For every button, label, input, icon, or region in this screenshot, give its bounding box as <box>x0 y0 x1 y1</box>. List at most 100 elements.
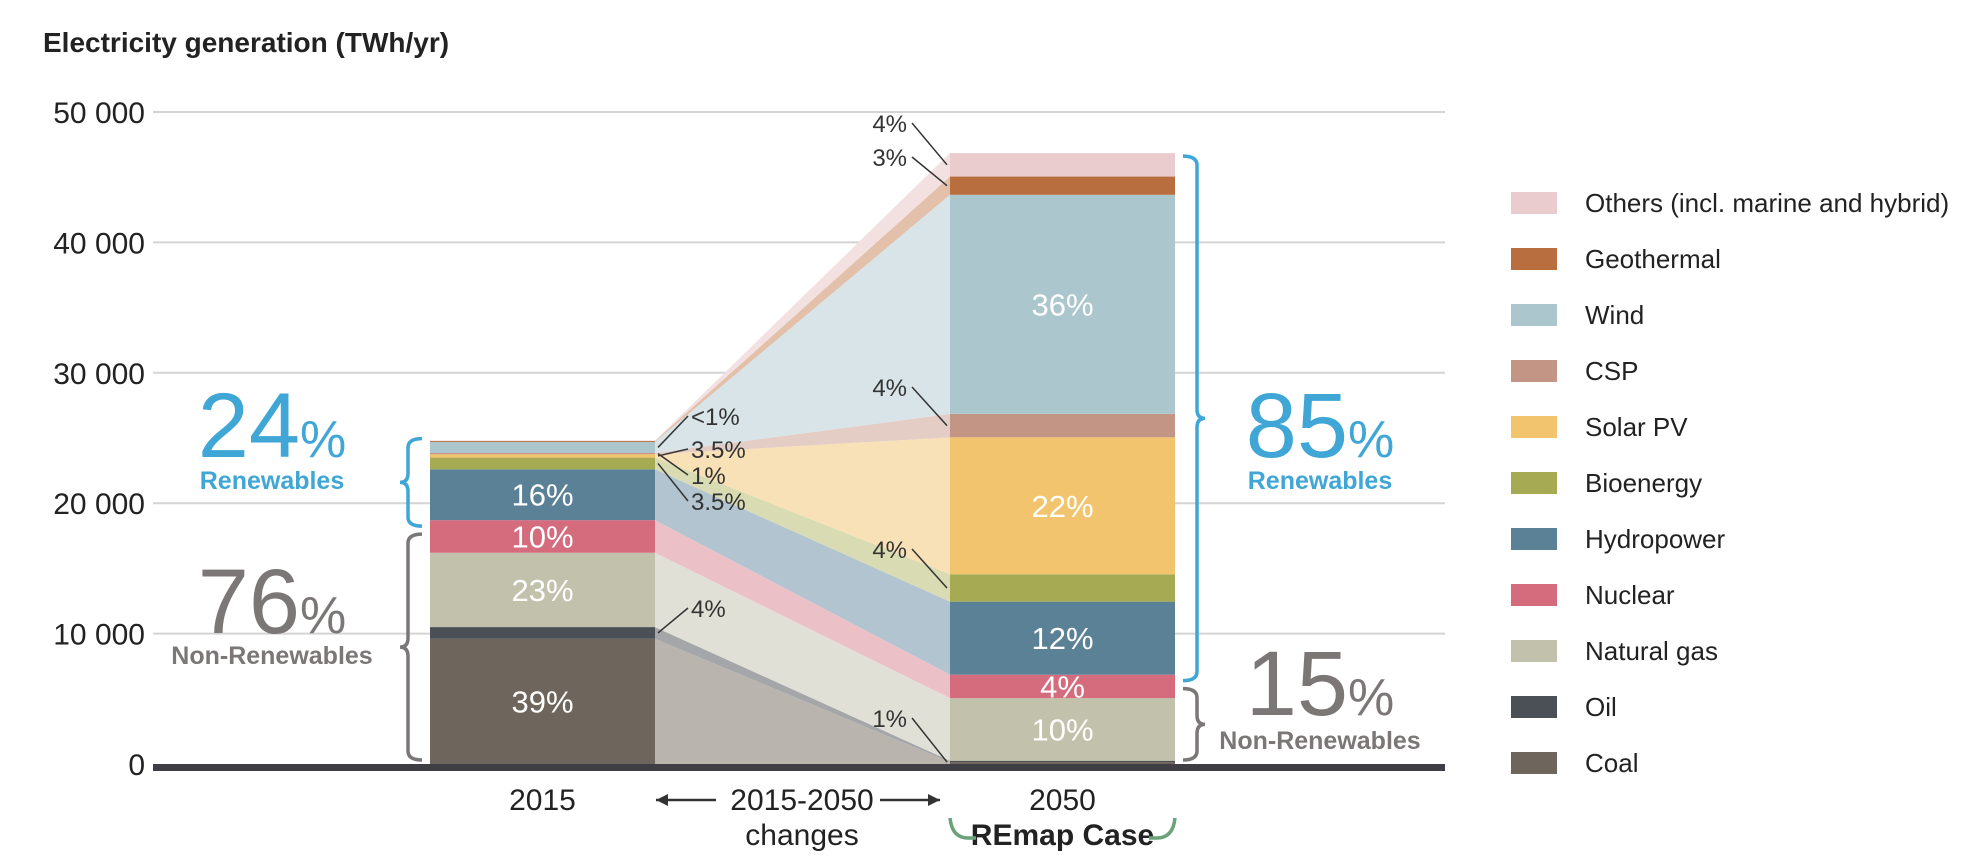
flow-natural-gas <box>655 552 950 761</box>
x-label-changes-period: 2015-2050 <box>730 784 873 817</box>
bar-percent-2050-hydropower: 12% <box>1031 621 1093 656</box>
callout-leader <box>911 548 948 589</box>
callout-label-2015-wind: <1% <box>691 404 740 431</box>
y-tick-label: 40 000 <box>53 227 145 260</box>
bar-2050-nuclear <box>950 674 1175 699</box>
callout-leader <box>657 607 689 634</box>
flow-hydropower <box>655 469 950 675</box>
legend-label-nuclear: Nuclear <box>1585 580 1675 610</box>
nonrenewables-label-2050: Non-Renewables <box>1219 727 1420 755</box>
legend-swatch-geothermal <box>1511 248 1557 270</box>
bar-2050-solar-pv <box>950 437 1175 575</box>
legend-swatch-others-incl-marine-and-hybrid <box>1511 192 1557 214</box>
legend-label-geothermal: Geothermal <box>1585 244 1721 274</box>
bar-2015-wind <box>430 441 655 453</box>
callout-label-2050-others-incl-marine-and-hybrid: 4% <box>872 111 907 138</box>
renewables-brace-2050 <box>1182 154 1206 683</box>
callout-label-2050-bioenergy: 4% <box>872 537 907 564</box>
legend-label-bioenergy: Bioenergy <box>1585 468 1702 498</box>
callout-leader <box>911 156 948 187</box>
legend-swatch-bioenergy <box>1511 472 1557 494</box>
legend-swatch-hydropower <box>1511 528 1557 550</box>
legend-swatch-coal <box>1511 752 1557 774</box>
y-tick-label: 20 000 <box>53 488 145 521</box>
legend-label-csp: CSP <box>1585 356 1638 386</box>
callout-leader <box>657 453 689 476</box>
callout-leader <box>657 462 689 502</box>
y-tick-label: 10 000 <box>53 619 145 652</box>
legend-swatch-oil <box>1511 696 1557 718</box>
group-braces <box>399 154 1206 762</box>
legend: Others (incl. marine and hybrid) Geotherm… <box>1511 188 1949 778</box>
bar-2050-others-incl-marine-and-hybrid <box>950 153 1175 177</box>
bar-2015-bioenergy <box>430 457 655 470</box>
x-label-changes: changes <box>745 819 858 852</box>
y-tick-label: 0 <box>128 749 145 782</box>
chart-title: Electricity generation (TWh/yr) <box>43 27 449 58</box>
callout-leader <box>911 122 948 166</box>
nonrenewables-share-2050: 15% <box>1246 633 1395 735</box>
callout-leader <box>657 415 689 448</box>
legend-label-solar-pv: Solar PV <box>1585 412 1688 442</box>
arrow-right-head <box>928 794 940 806</box>
callout-label-2015-csp: 1% <box>691 463 726 490</box>
bar-2050-oil <box>950 760 1175 763</box>
arrow-left-head <box>656 794 668 806</box>
callout-leader <box>657 448 689 457</box>
legend-swatch-natural-gas <box>1511 640 1557 662</box>
legend-swatch-nuclear <box>1511 584 1557 606</box>
legend-label-coal: Coal <box>1585 748 1638 778</box>
legend-swatch-wind <box>1511 304 1557 326</box>
bar-2015-solar-pv <box>430 454 655 458</box>
flow-coal <box>655 638 950 764</box>
callout-leader <box>911 386 948 427</box>
y-axis-ticks: 0 10 000 20 000 30 000 40 000 50 000 <box>53 97 145 782</box>
bar-percent-2015-hydropower: 16% <box>511 478 573 513</box>
flow-solar-pv <box>655 437 950 575</box>
change-flows <box>655 153 950 764</box>
bar-2015-coal <box>430 638 655 764</box>
callout-label-2050-geothermal: 3% <box>872 145 907 172</box>
remap-brace-right <box>1149 817 1177 840</box>
summary-labels: 24%Renewables76%Non-Renewables85%Renewab… <box>171 375 1420 755</box>
legend-label-others-incl-marine-and-hybrid: Others (incl. marine and hybrid) <box>1585 188 1949 218</box>
bar-2015-nuclear <box>430 520 655 553</box>
bar-2015-hydropower <box>430 469 655 521</box>
renewables-brace-2015 <box>399 436 423 528</box>
legend-label-oil: Oil <box>1585 692 1617 722</box>
nonrenewables-brace-2015 <box>399 532 423 762</box>
stacked-bars <box>430 153 1175 764</box>
bar-2050-wind <box>950 194 1175 414</box>
flow-bioenergy <box>655 457 950 602</box>
renewables-share-2050: 85% <box>1246 375 1395 477</box>
bar-2050-geothermal <box>950 176 1175 195</box>
bar-percent-2050-solar-pv: 22% <box>1031 489 1093 524</box>
bar-percent-2015-natural-gas: 23% <box>511 573 573 608</box>
legend-swatch-csp <box>1511 360 1557 382</box>
bar-percent-labels: 39% 23% 10% 16% 10% 4% 12% 22% 36% <box>511 287 1093 747</box>
bar-percent-2015-coal: 39% <box>511 684 573 719</box>
bar-2050-csp <box>950 413 1175 438</box>
legend-swatch-solar-pv <box>1511 416 1557 438</box>
nonrenewables-brace-2050 <box>1182 686 1206 762</box>
flow-wind <box>655 194 950 453</box>
remap-brace-left <box>948 817 976 840</box>
callout-label-2015-bioenergy: 3.5% <box>691 489 746 516</box>
y-tick-label: 50 000 <box>53 97 145 130</box>
bar-2050-coal <box>950 762 1175 764</box>
bar-2015-csp <box>430 452 655 455</box>
x-label-2050: 2050 <box>1029 784 1096 817</box>
renewables-label-2015: Renewables <box>200 467 345 495</box>
renewables-share-2015: 24% <box>198 375 347 477</box>
flow-nuclear <box>655 520 950 699</box>
bar-2015-geothermal <box>430 440 655 442</box>
bar-2015-natural-gas <box>430 552 655 628</box>
flow-oil <box>655 627 950 763</box>
change-callouts: <1%3.5%1%3.5%4%4%3%4%4%1% <box>657 111 948 763</box>
nonrenewables-share-2015: 76% <box>198 551 347 653</box>
callout-label-2015-solar-pv: 3.5% <box>691 437 746 464</box>
nonrenewables-label-2015: Non-Renewables <box>171 642 372 670</box>
flow-csp <box>655 413 950 455</box>
renewables-label-2050: Renewables <box>1248 467 1393 495</box>
